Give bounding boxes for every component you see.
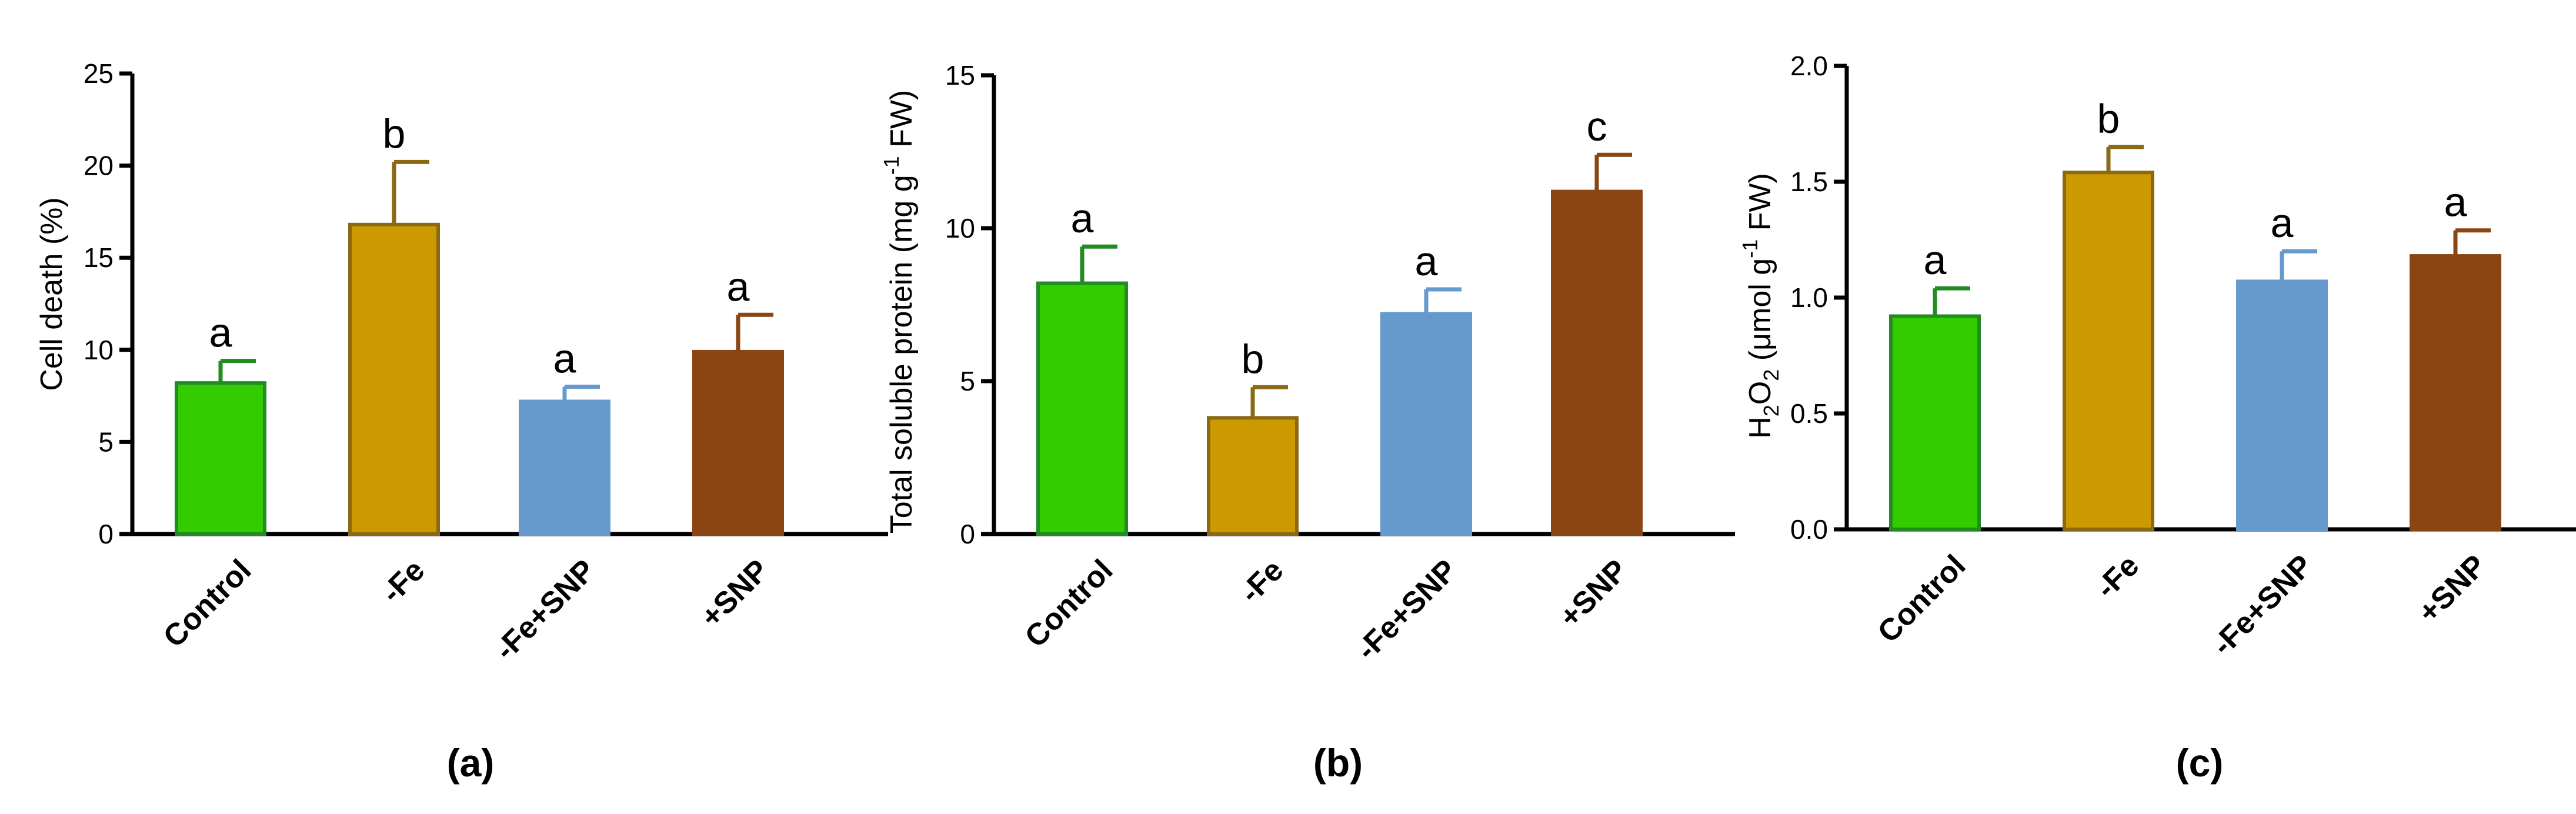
bar-control bbox=[1889, 314, 1981, 532]
y-tick-label: 10 bbox=[84, 335, 114, 365]
bar--fe bbox=[2063, 171, 2154, 531]
bar--fe bbox=[1207, 416, 1299, 536]
significance-letter: b bbox=[2097, 96, 2120, 142]
significance-letter: b bbox=[1242, 336, 1264, 382]
y-tick-label: 0.5 bbox=[1790, 398, 1828, 429]
y-tick-label: 15 bbox=[84, 242, 114, 273]
category-label: -Fe+SNP bbox=[1350, 553, 1463, 666]
significance-letter: a bbox=[553, 335, 576, 381]
significance-letter: c bbox=[1587, 104, 1607, 149]
y-tick-label: 0 bbox=[960, 519, 975, 549]
bar--fe bbox=[348, 222, 440, 536]
y-tick-label: 10 bbox=[945, 213, 975, 243]
y-tick-label: 15 bbox=[945, 60, 975, 91]
y-tick-label: 5 bbox=[98, 426, 114, 457]
significance-letter: a bbox=[727, 263, 750, 309]
bar--snp bbox=[692, 349, 784, 536]
y-tick-label: 20 bbox=[84, 151, 114, 181]
category-label: -Fe bbox=[375, 553, 431, 609]
panel-a-cell-death: Cell death (%) (a) 0 5 10 15 20 25 a Control b -F… bbox=[35, 58, 888, 785]
panel-label: (a) bbox=[447, 741, 495, 785]
bar-control bbox=[175, 381, 266, 536]
category-label: Control bbox=[1871, 548, 1973, 649]
category-label: -Fe+SNP bbox=[2205, 548, 2319, 662]
y-tick-label: 0 bbox=[98, 519, 114, 549]
significance-letter: a bbox=[1071, 195, 1094, 241]
y-tick-label: 25 bbox=[84, 58, 114, 89]
panel-b-total-soluble-protein: Total soluble protein (mg g-1 FW) (b) 0 5… bbox=[879, 60, 1735, 785]
category-label: +SNP bbox=[694, 553, 775, 634]
category-label: +SNP bbox=[2411, 548, 2492, 629]
y-tick-label: 1.5 bbox=[1790, 166, 1828, 197]
category-label: +SNP bbox=[1553, 553, 1634, 634]
bar--snp bbox=[1551, 189, 1643, 536]
panel-c-h2o2: H2O2 (μmol g-1 FW) (c) 0.0 0.5 1.0 1.5 2.0 a C… bbox=[1738, 51, 2576, 785]
bar--fe-snp bbox=[519, 399, 610, 536]
category-label: Control bbox=[157, 553, 258, 654]
y-axis-label: Cell death (%) bbox=[35, 197, 69, 391]
category-label: Control bbox=[1019, 553, 1120, 654]
y-axis-label: H2O2 (μmol g-1 FW) bbox=[1738, 173, 1783, 439]
y-tick-label: 5 bbox=[960, 366, 975, 396]
panel-label: (c) bbox=[2176, 741, 2224, 785]
significance-letter: a bbox=[2271, 200, 2294, 246]
y-axis-label: Total soluble protein (mg g-1 FW) bbox=[879, 90, 919, 534]
bar--fe-snp bbox=[1380, 312, 1472, 536]
panel-label: (b) bbox=[1313, 741, 1363, 785]
significance-letter: a bbox=[1924, 237, 1947, 283]
bar--fe-snp bbox=[2236, 279, 2328, 531]
y-tick-label: 2.0 bbox=[1790, 51, 1828, 81]
significance-letter: a bbox=[1415, 238, 1438, 284]
y-tick-label: 1.0 bbox=[1790, 282, 1828, 313]
bar-control bbox=[1036, 281, 1128, 536]
y-tick-label: 0.0 bbox=[1790, 514, 1828, 545]
category-label: -Fe bbox=[2089, 548, 2145, 605]
significance-letter: a bbox=[2444, 179, 2467, 225]
category-label: -Fe+SNP bbox=[488, 553, 602, 666]
significance-letter: a bbox=[209, 310, 232, 356]
category-label: -Fe bbox=[1233, 553, 1290, 609]
significance-letter: b bbox=[383, 111, 406, 156]
bar--snp bbox=[2410, 254, 2501, 531]
